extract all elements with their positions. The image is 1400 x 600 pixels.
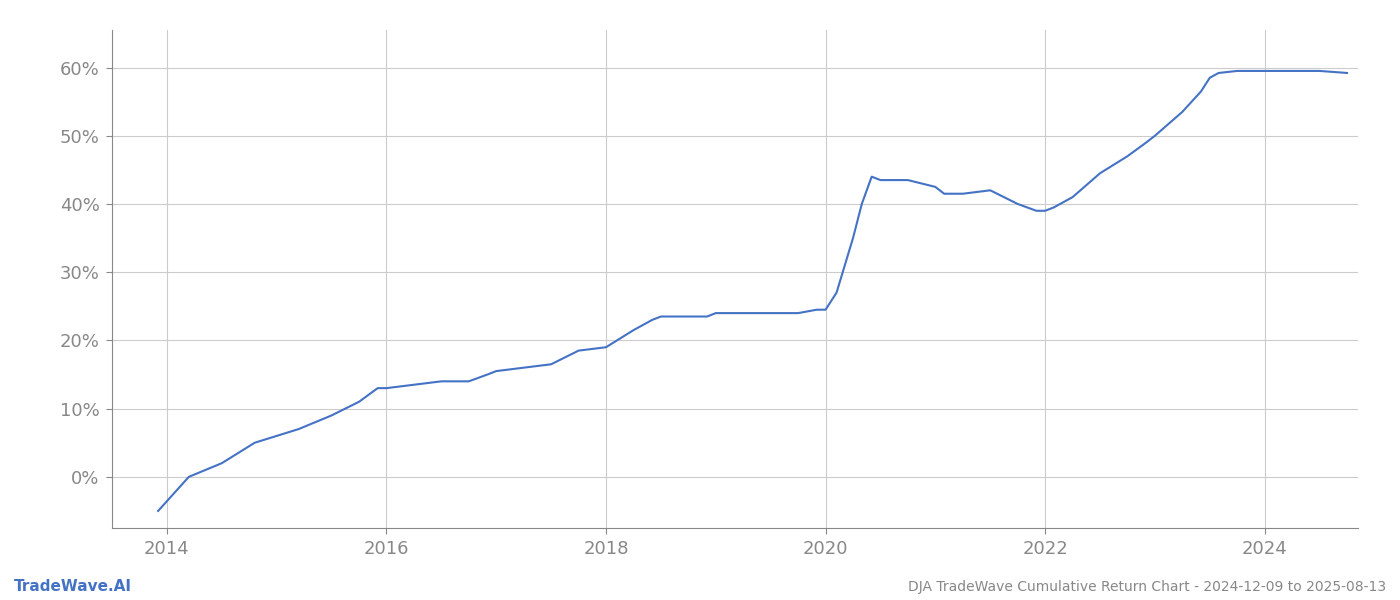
Text: TradeWave.AI: TradeWave.AI <box>14 579 132 594</box>
Text: DJA TradeWave Cumulative Return Chart - 2024-12-09 to 2025-08-13: DJA TradeWave Cumulative Return Chart - … <box>907 580 1386 594</box>
